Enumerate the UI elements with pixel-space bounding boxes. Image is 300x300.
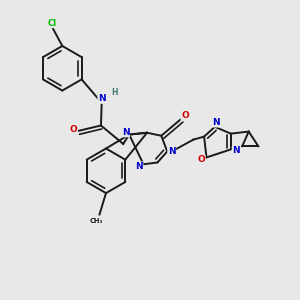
Text: CH₃: CH₃	[89, 218, 103, 224]
Text: N: N	[212, 118, 220, 127]
Text: N: N	[232, 146, 240, 155]
Text: N: N	[168, 147, 176, 156]
Text: O: O	[197, 155, 205, 164]
Text: N: N	[122, 128, 129, 137]
Text: O: O	[69, 125, 77, 134]
Text: Cl: Cl	[47, 19, 56, 28]
Text: H: H	[111, 88, 118, 97]
Text: O: O	[181, 111, 189, 120]
Text: N: N	[135, 162, 143, 171]
Text: N: N	[98, 94, 106, 103]
